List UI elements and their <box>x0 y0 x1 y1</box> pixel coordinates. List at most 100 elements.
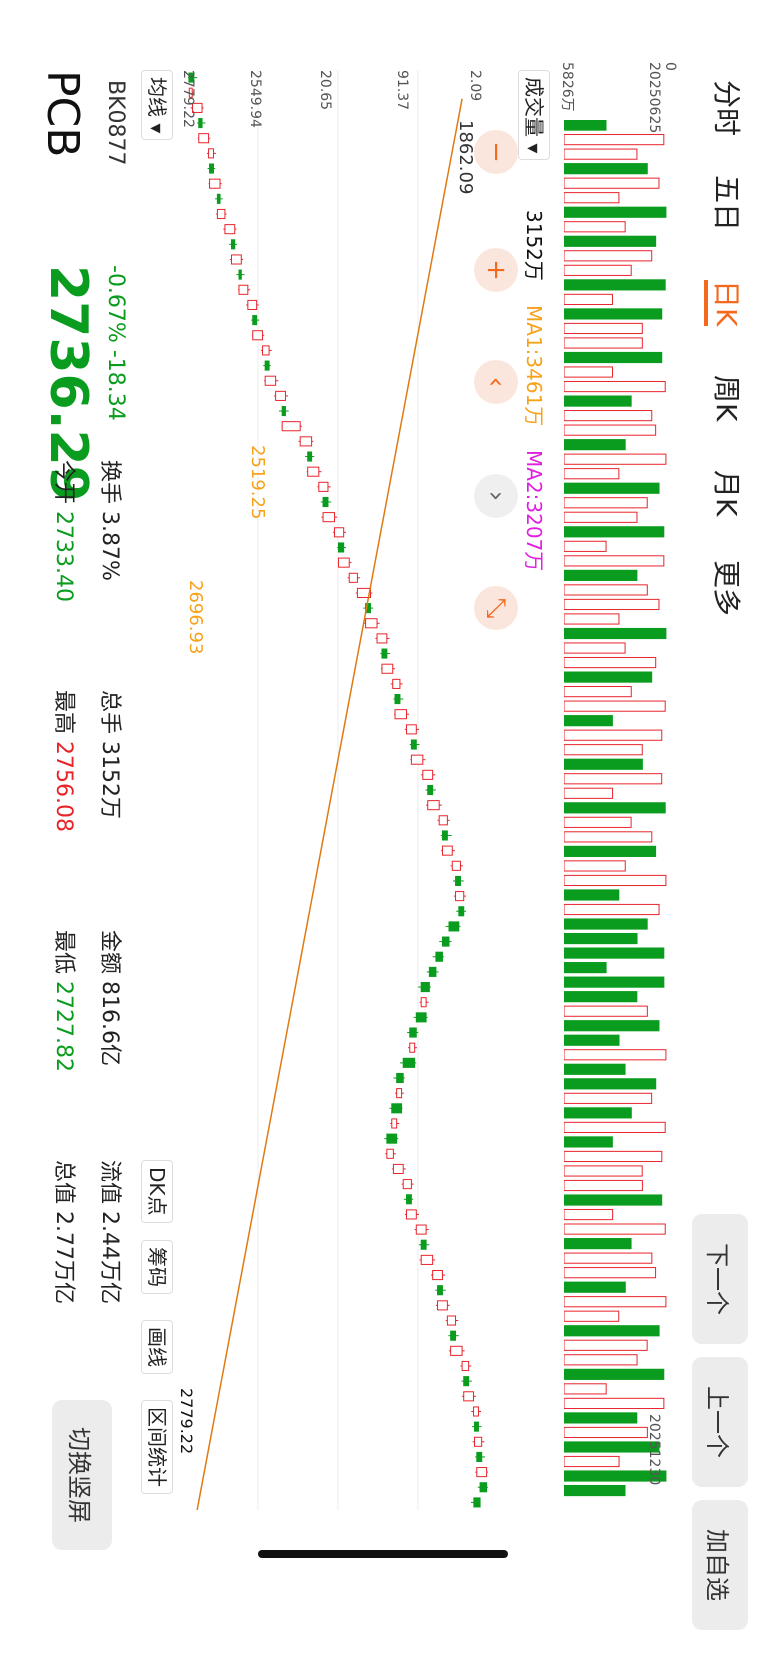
volume-bar <box>564 540 607 552</box>
candle <box>450 1345 463 1356</box>
volume-bar <box>564 221 626 233</box>
candle <box>198 133 210 144</box>
tab-more-label: 更多 <box>710 560 743 617</box>
candle <box>252 330 264 341</box>
tab-intraday[interactable]: 分时 <box>708 80 748 136</box>
volume-bar <box>564 613 620 625</box>
volume-bar <box>564 1165 643 1177</box>
chips-button[interactable]: 筹码 <box>141 1240 173 1294</box>
volume-bar <box>564 700 666 712</box>
candle <box>216 193 221 204</box>
draw-line-label: 画线 <box>145 1327 169 1367</box>
circle-icon: − <box>481 141 511 163</box>
tab-weekly-k[interactable]: 周K <box>708 375 748 421</box>
candle <box>402 1057 416 1068</box>
axis-label-2: 2549.94 <box>247 70 263 128</box>
shrink-button[interactable]: ⤡ <box>474 586 518 630</box>
candle <box>410 754 424 765</box>
volume-bar <box>564 642 626 654</box>
last-price-tag: 2779.22 <box>177 1388 196 1455</box>
volume-bar <box>564 773 663 785</box>
candle <box>392 678 401 689</box>
price-change-row: -0.67% -18.34 <box>103 265 128 421</box>
dk-point-button[interactable]: DK点 <box>141 1160 173 1223</box>
candle <box>405 1209 417 1220</box>
switch-portrait-label: 切换竖屏 <box>65 1427 94 1523</box>
candle <box>238 284 249 295</box>
total-value-stat: 总值 2.77万亿 <box>50 1160 82 1304</box>
amount-label: 金额 <box>97 930 122 975</box>
volume-bar <box>564 1252 653 1264</box>
axis-label-top: 2779.22 <box>180 70 196 128</box>
candle <box>476 1451 483 1462</box>
tab-more[interactable]: 更多 <box>708 560 748 616</box>
candle <box>322 512 336 523</box>
volume-bar <box>564 468 620 480</box>
min-price-label: 1862.09 <box>455 120 476 195</box>
volume-chart[interactable] <box>564 120 684 1500</box>
add-watchlist-button[interactable]: 加自选 <box>692 1500 748 1630</box>
candle <box>230 254 242 265</box>
candle <box>420 1239 427 1250</box>
candle <box>299 436 313 447</box>
candle <box>230 239 236 250</box>
volume-bar <box>564 831 653 843</box>
candle <box>441 936 450 947</box>
candle <box>376 633 388 644</box>
volume-bar <box>564 511 638 523</box>
shrink-icon: ⤡ <box>481 597 512 619</box>
volume-bar <box>564 410 653 422</box>
candle <box>455 891 465 902</box>
zoom-in-button[interactable]: + <box>474 248 518 292</box>
volume-bar <box>564 1339 648 1351</box>
indicator-dropdown[interactable]: 成交量 ▾ <box>518 70 550 161</box>
volume-bar <box>564 903 660 916</box>
volume-bar <box>564 1426 648 1439</box>
scroll-left-button[interactable]: ‹ <box>474 360 518 404</box>
ma-dropdown-label: 均线 <box>145 77 169 117</box>
volume-bar <box>564 1368 665 1380</box>
candle <box>420 1254 434 1265</box>
candle <box>392 1163 404 1174</box>
candle <box>461 1360 470 1372</box>
scroll-right-button[interactable]: › <box>474 474 518 518</box>
candle <box>391 1103 403 1114</box>
axis-label-4: 91.37 <box>394 70 410 111</box>
tab-daily-k[interactable]: 日K <box>704 280 748 327</box>
ma-dropdown[interactable]: 均线 ▾ <box>141 70 173 141</box>
switch-portrait-button[interactable]: 切换竖屏 <box>52 1400 112 1550</box>
volume-bar <box>564 1063 626 1075</box>
draw-line-button[interactable]: 画线 <box>141 1320 173 1374</box>
volume-bar <box>564 918 648 930</box>
volume-bar <box>564 1020 660 1032</box>
total-value-value: 2.77万亿 <box>51 1211 76 1305</box>
plus-icon: + <box>481 259 511 281</box>
volume-bar <box>564 134 665 146</box>
turnover-value: 3.87% <box>97 511 122 581</box>
tab-daily-k-label: 日K <box>710 280 743 327</box>
tab-five-day[interactable]: 五日 <box>708 175 748 231</box>
candlestick-chart[interactable] <box>178 70 498 1510</box>
total-value-label: 总值 <box>51 1160 76 1205</box>
volume-bar <box>564 1397 665 1409</box>
float-value-stat: 流值 2.44万亿 <box>96 1160 128 1304</box>
candle <box>209 178 221 189</box>
volume-bar <box>564 177 660 189</box>
low-stat: 最低 2727.82 <box>50 930 82 1072</box>
volume-bar <box>564 627 667 640</box>
candle <box>264 360 270 371</box>
volume-bar <box>564 1150 663 1163</box>
volume-bar <box>564 656 657 669</box>
candle <box>420 997 427 1008</box>
volume-bar <box>564 845 657 857</box>
prev-button[interactable]: 上一个 <box>692 1357 748 1487</box>
next-button[interactable]: 下一个 <box>692 1214 748 1344</box>
range-stats-button[interactable]: 区间统计 <box>141 1400 173 1494</box>
candle <box>473 1497 481 1508</box>
ma1-value: MA1:3461万 <box>522 305 546 427</box>
candle <box>208 148 214 159</box>
candle <box>409 1027 417 1038</box>
pan-left-button[interactable]: − <box>474 130 518 174</box>
tab-monthly-k[interactable]: 月K <box>708 470 748 516</box>
